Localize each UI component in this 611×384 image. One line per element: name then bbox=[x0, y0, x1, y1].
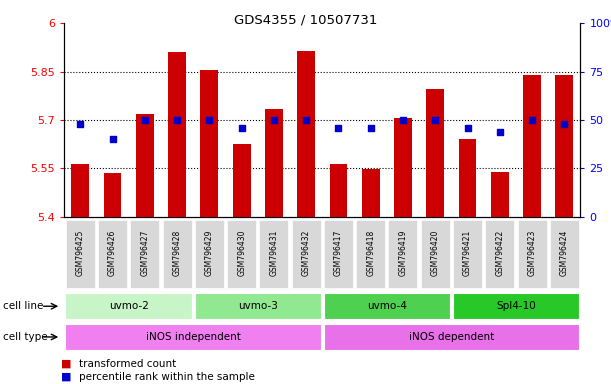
Bar bbox=[65, 293, 192, 319]
Bar bbox=[555, 75, 573, 217]
Text: iNOS dependent: iNOS dependent bbox=[409, 332, 494, 342]
Text: GSM796422: GSM796422 bbox=[496, 230, 504, 276]
Bar bbox=[518, 220, 547, 288]
Bar bbox=[491, 172, 508, 217]
Point bbox=[463, 125, 472, 131]
Text: GSM796431: GSM796431 bbox=[269, 230, 279, 276]
Bar bbox=[71, 164, 89, 217]
Bar bbox=[421, 220, 450, 288]
Text: cell type: cell type bbox=[3, 332, 48, 342]
Text: GSM796424: GSM796424 bbox=[560, 230, 569, 276]
Text: GSM796426: GSM796426 bbox=[108, 230, 117, 276]
Point bbox=[527, 117, 537, 123]
Bar bbox=[168, 52, 186, 217]
Bar bbox=[298, 51, 315, 217]
Bar bbox=[356, 220, 385, 288]
Bar bbox=[394, 118, 412, 217]
Text: Spl4-10: Spl4-10 bbox=[496, 301, 536, 311]
Point bbox=[75, 121, 85, 127]
Point bbox=[236, 125, 246, 131]
Bar bbox=[291, 220, 321, 288]
Bar bbox=[453, 293, 579, 319]
Point bbox=[334, 125, 343, 131]
Text: ■: ■ bbox=[61, 372, 71, 382]
Point bbox=[205, 117, 214, 123]
Text: GSM796417: GSM796417 bbox=[334, 230, 343, 276]
Bar bbox=[163, 220, 192, 288]
Text: transformed count: transformed count bbox=[79, 359, 177, 369]
Point bbox=[301, 117, 311, 123]
Text: GSM796420: GSM796420 bbox=[431, 230, 440, 276]
Bar bbox=[324, 293, 450, 319]
Bar bbox=[426, 89, 444, 217]
Bar bbox=[227, 220, 256, 288]
Text: uvmo-2: uvmo-2 bbox=[109, 301, 148, 311]
Text: ■: ■ bbox=[61, 359, 71, 369]
Text: GSM796425: GSM796425 bbox=[76, 230, 85, 276]
Bar bbox=[195, 220, 224, 288]
Bar bbox=[485, 220, 514, 288]
Text: GSM796419: GSM796419 bbox=[398, 230, 408, 276]
Text: GSM796429: GSM796429 bbox=[205, 230, 214, 276]
Bar bbox=[66, 220, 95, 288]
Point bbox=[560, 121, 569, 127]
Point bbox=[108, 136, 117, 142]
Bar bbox=[194, 293, 321, 319]
Text: GSM796423: GSM796423 bbox=[527, 230, 536, 276]
Text: GSM796421: GSM796421 bbox=[463, 230, 472, 276]
Point bbox=[430, 117, 440, 123]
Bar bbox=[233, 144, 251, 217]
Text: uvmo-3: uvmo-3 bbox=[238, 301, 278, 311]
Bar bbox=[130, 220, 159, 288]
Text: GSM796430: GSM796430 bbox=[237, 230, 246, 276]
Bar bbox=[65, 324, 321, 350]
Text: GSM796428: GSM796428 bbox=[172, 230, 181, 276]
Bar bbox=[98, 220, 127, 288]
Text: iNOS independent: iNOS independent bbox=[146, 332, 241, 342]
Text: GSM796418: GSM796418 bbox=[366, 230, 375, 276]
Bar bbox=[265, 109, 283, 217]
Text: percentile rank within the sample: percentile rank within the sample bbox=[79, 372, 255, 382]
Point bbox=[366, 125, 376, 131]
Text: GSM796427: GSM796427 bbox=[141, 230, 149, 276]
Text: uvmo-4: uvmo-4 bbox=[367, 301, 407, 311]
Bar bbox=[324, 324, 579, 350]
Text: cell line: cell line bbox=[3, 301, 43, 311]
Point bbox=[495, 129, 505, 135]
Bar bbox=[136, 114, 154, 217]
Bar bbox=[260, 220, 288, 288]
Point bbox=[398, 117, 408, 123]
Bar bbox=[362, 169, 379, 217]
Bar bbox=[329, 164, 347, 217]
Bar bbox=[523, 75, 541, 217]
Bar bbox=[104, 173, 122, 217]
Bar bbox=[550, 220, 579, 288]
Text: GDS4355 / 10507731: GDS4355 / 10507731 bbox=[234, 13, 377, 26]
Bar bbox=[459, 139, 477, 217]
Bar bbox=[389, 220, 417, 288]
Point bbox=[172, 117, 182, 123]
Point bbox=[269, 117, 279, 123]
Text: GSM796432: GSM796432 bbox=[302, 230, 310, 276]
Bar bbox=[324, 220, 353, 288]
Bar bbox=[200, 70, 218, 217]
Bar bbox=[453, 220, 482, 288]
Point bbox=[140, 117, 150, 123]
